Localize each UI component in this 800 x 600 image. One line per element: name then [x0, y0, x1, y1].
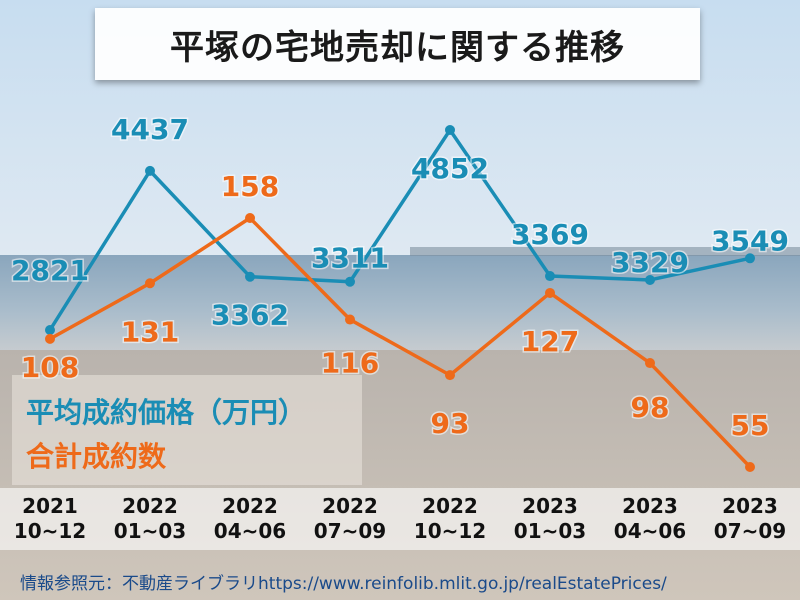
data-point-price [245, 271, 255, 282]
data-point-price [545, 271, 555, 282]
data-point-price [445, 125, 455, 135]
x-tick-label: 2022 10~12 [413, 494, 487, 543]
data-point-price [45, 325, 55, 335]
data-label-price: 3549 [711, 224, 789, 257]
data-label-count: 93 [431, 407, 470, 440]
data-label-count: 131 [121, 315, 179, 348]
data-point-count [345, 314, 355, 325]
legend: 平均成約価格（万円） 合計成約数 [12, 375, 362, 485]
x-tick-label: 2022 01~03 [113, 494, 187, 543]
x-tick-label: 2023 07~09 [713, 494, 787, 543]
data-point-count [245, 213, 255, 223]
data-label-count: 108 [21, 351, 79, 384]
data-point-count [645, 358, 655, 369]
data-label-price: 2821 [11, 254, 89, 287]
data-label-count: 55 [731, 409, 770, 442]
data-label-price: 3329 [611, 246, 689, 279]
data-point-count [445, 370, 455, 381]
data-point-count [745, 462, 755, 472]
data-point-count [545, 287, 555, 298]
data-point-price [145, 165, 155, 176]
legend-count: 合計成約数 [26, 440, 167, 473]
data-label-price: 3311 [311, 242, 389, 275]
source-text: 情報参照元：不動産ライブラリhttps://www.reinfolib.mlit… [20, 574, 667, 594]
data-label-price: 3369 [511, 218, 589, 251]
data-label-price: 3362 [211, 299, 289, 332]
series-line-price [48, 128, 751, 331]
title-box: 平塚の宅地売却に関する推移 [95, 8, 700, 80]
data-label-price: 4437 [111, 113, 189, 146]
data-point-price [745, 253, 755, 264]
data-point-count [45, 333, 55, 344]
x-tick-label: 2022 07~09 [313, 494, 387, 543]
data-label-count: 116 [321, 347, 379, 380]
chart-title: 平塚の宅地売却に関する推移 [170, 27, 625, 68]
x-tick-label: 2021 10~12 [13, 494, 87, 543]
data-point-price [645, 274, 655, 285]
x-tick-label: 2023 04~06 [613, 494, 687, 543]
data-point-price [345, 276, 355, 287]
data-label-count: 158 [221, 170, 279, 203]
x-axis-labels: 2021 10~12 2022 01~03 2022 04~06 2022 07~09 2022… [0, 488, 800, 550]
data-point-count [145, 278, 155, 289]
series-line-count [49, 216, 752, 469]
legend-price: 平均成約価格（万円） [26, 396, 307, 429]
x-tick-label: 2022 04~06 [213, 494, 287, 543]
data-label-count: 127 [521, 325, 579, 358]
data-label-count: 98 [631, 391, 670, 424]
data-label-price: 4852 [411, 152, 489, 185]
x-tick-label: 2023 01~03 [513, 494, 587, 543]
